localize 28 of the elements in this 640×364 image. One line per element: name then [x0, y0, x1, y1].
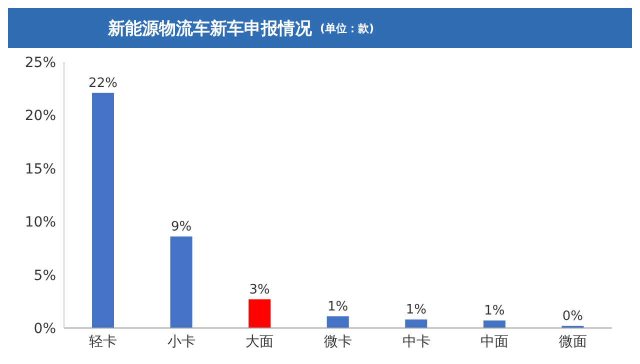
bar	[326, 316, 349, 328]
x-tick-label: 小卡	[167, 334, 196, 350]
chart-title: 新能源物流车新车申报情况	[108, 18, 312, 40]
chart-subtitle: (单位：款)	[320, 20, 374, 36]
data-label: 22%	[88, 76, 118, 91]
y-tick-label: 5%	[34, 268, 56, 284]
bar	[248, 299, 271, 328]
bar	[170, 236, 192, 328]
data-label: 1%	[406, 302, 426, 318]
y-tick-label: 10%	[24, 214, 56, 231]
x-tick-label: 中面	[480, 334, 509, 350]
y-tick-label: 25%	[24, 54, 56, 71]
data-label: 3%	[249, 282, 270, 298]
bar	[405, 319, 428, 328]
data-label: 0%	[562, 308, 584, 324]
data-label: 9%	[170, 219, 192, 234]
y-tick-label: 15%	[24, 161, 56, 178]
x-tick-label: 微面	[558, 334, 587, 350]
bar	[483, 320, 506, 328]
data-label: 1%	[484, 304, 505, 319]
y-tick-label: 20%	[24, 108, 56, 124]
y-tick-label: 0%	[34, 320, 56, 337]
data-label: 1%	[328, 299, 348, 314]
x-tick-label: 微卡	[324, 334, 352, 350]
x-tick-label: 大面	[246, 334, 274, 350]
x-tick-label: 轻卡	[89, 334, 118, 350]
bar	[92, 92, 114, 328]
x-tick-label: 中卡	[402, 334, 430, 350]
